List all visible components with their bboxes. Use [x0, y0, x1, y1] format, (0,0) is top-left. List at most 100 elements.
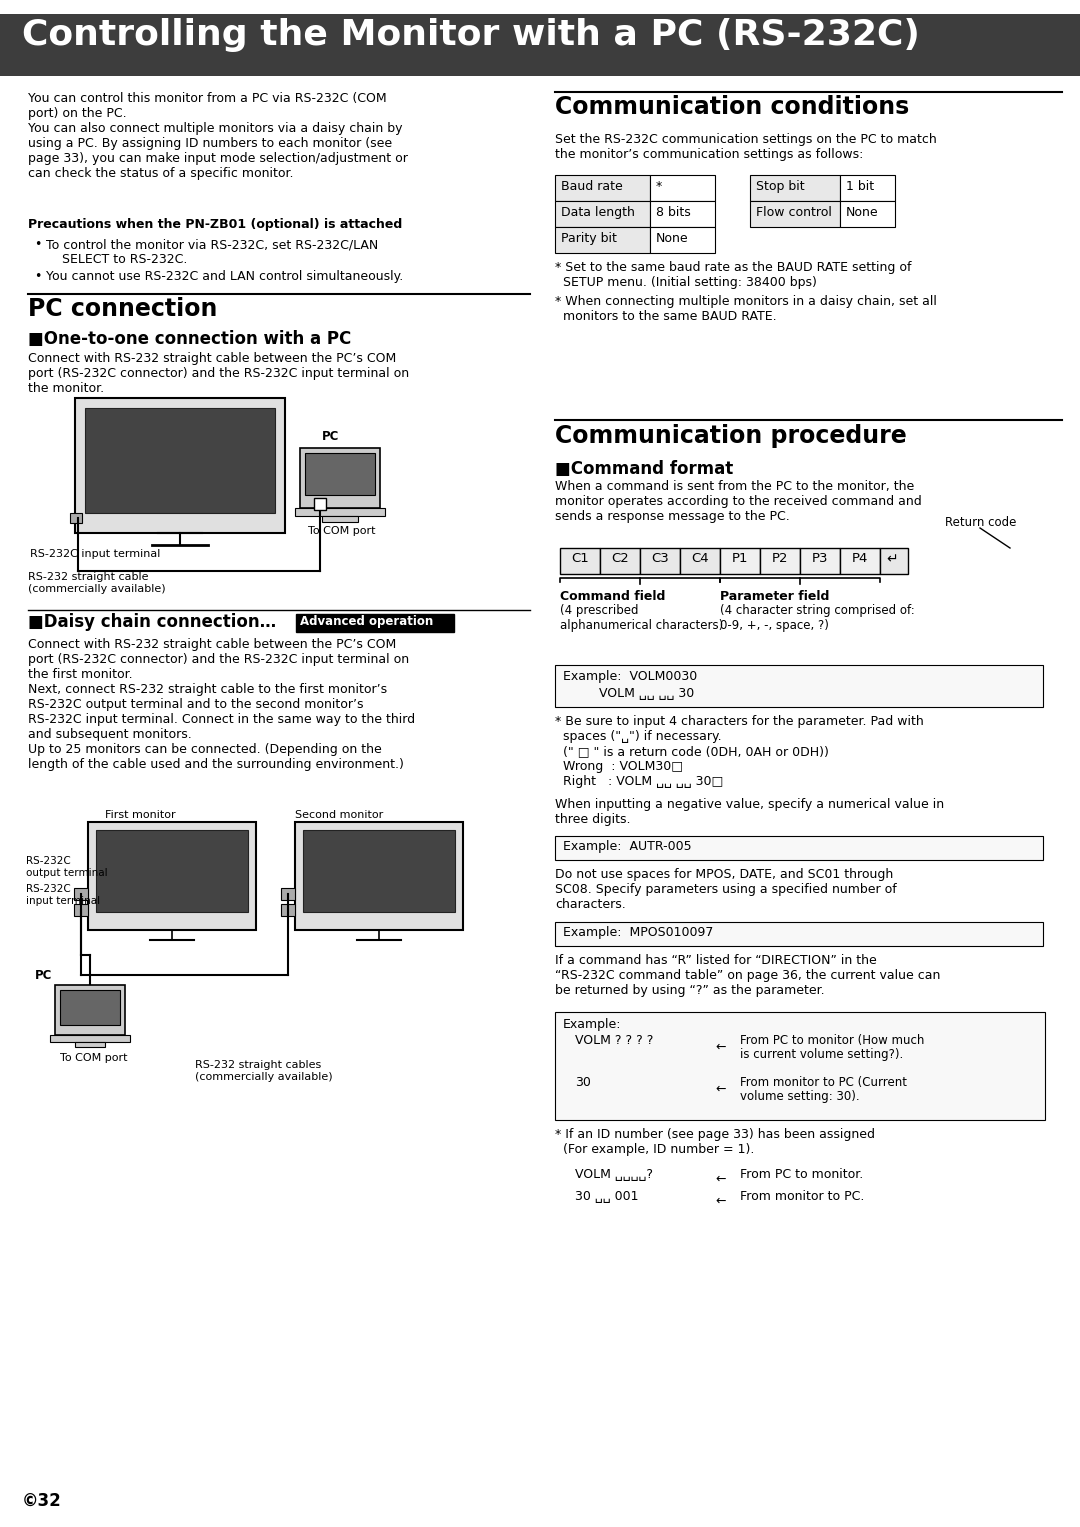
Text: Do not use spaces for MPOS, DATE, and SC01 through
SC08. Specify parameters usin: Do not use spaces for MPOS, DATE, and SC… [555, 867, 896, 912]
Text: To control the monitor via RS-232C, set RS-232C/LAN: To control the monitor via RS-232C, set … [46, 238, 378, 250]
Text: Example:: Example: [563, 1019, 621, 1031]
Text: Example:  MPOS010097: Example: MPOS010097 [563, 925, 714, 939]
Text: None: None [656, 232, 689, 244]
Bar [75, 904, 87, 916]
Bar [800, 548, 840, 574]
Text: ■Command format: ■Command format [555, 460, 733, 478]
Text: VOLM ␣␣ ␣␣ 30: VOLM ␣␣ ␣␣ 30 [563, 687, 694, 699]
Text: When inputting a negative value, specify a numerical value in
three digits.: When inputting a negative value, specify… [555, 799, 944, 826]
Bar [0, 14, 1080, 76]
Text: ■Daisy chain connection…: ■Daisy chain connection… [28, 612, 276, 631]
Text: (4 prescribed
alphanumerical characters): (4 prescribed alphanumerical characters) [561, 605, 724, 632]
Bar [840, 176, 895, 202]
Bar [600, 548, 640, 574]
Bar [555, 835, 1043, 860]
Text: When a command is sent from the PC to the monitor, the
monitor operates accordin: When a command is sent from the PC to th… [555, 479, 921, 524]
Text: is current volume setting?).: is current volume setting?). [740, 1048, 903, 1061]
Bar [720, 548, 760, 574]
Text: (4 character string comprised of:
0-9, +, -, space, ?): (4 character string comprised of: 0-9, +… [720, 605, 915, 632]
Text: spaces ("␣") if necessary.: spaces ("␣") if necessary. [555, 730, 721, 744]
Text: Second monitor: Second monitor [295, 809, 383, 820]
Bar [305, 454, 375, 495]
Text: You can control this monitor from a PC via RS-232C (COM
port) on the PC.
You can: You can control this monitor from a PC v… [28, 92, 408, 180]
Bar [295, 822, 463, 930]
Bar [750, 176, 840, 202]
Text: Controlling the Monitor with a PC (RS-232C): Controlling the Monitor with a PC (RS-23… [22, 18, 920, 52]
Text: Flow control: Flow control [756, 206, 832, 218]
Bar [760, 548, 800, 574]
Text: RS-232 straight cables
(commercially available): RS-232 straight cables (commercially ava… [195, 1060, 333, 1081]
Text: Parity bit: Parity bit [561, 232, 617, 244]
Text: VOLM ␣␣␣␣?: VOLM ␣␣␣␣? [575, 1168, 653, 1180]
Bar [50, 1035, 130, 1041]
Text: ←: ← [715, 1196, 726, 1208]
Text: P4: P4 [852, 551, 868, 565]
Bar [87, 822, 256, 930]
Text: volume setting: 30).: volume setting: 30). [740, 1090, 860, 1102]
Text: Right   : VOLM ␣␣ ␣␣ 30□: Right : VOLM ␣␣ ␣␣ 30□ [555, 776, 724, 788]
Text: Command field: Command field [561, 589, 665, 603]
Text: To COM port: To COM port [60, 1054, 127, 1063]
Text: ↵: ↵ [886, 551, 897, 567]
Text: PC: PC [35, 970, 52, 982]
Text: * Set to the same baud rate as the BAUD RATE setting of
  SETUP menu. (Initial s: * Set to the same baud rate as the BAUD … [555, 261, 912, 289]
Bar [555, 922, 1043, 947]
Text: C1: C1 [571, 551, 589, 565]
Bar [555, 176, 650, 202]
Text: P2: P2 [772, 551, 788, 565]
Text: •: • [33, 270, 41, 282]
Text: If a command has “R” listed for “DIRECTION” in the
“RS-232C command table” on pa: If a command has “R” listed for “DIRECTI… [555, 954, 941, 997]
Bar [96, 831, 248, 912]
Bar [75, 399, 285, 533]
Text: C3: C3 [651, 551, 669, 565]
Bar [70, 513, 82, 524]
Text: P1: P1 [732, 551, 748, 565]
Bar [650, 202, 715, 228]
Text: * Be sure to input 4 characters for the parameter. Pad with: * Be sure to input 4 characters for the … [555, 715, 923, 728]
Text: C4: C4 [691, 551, 708, 565]
Text: Data length: Data length [561, 206, 635, 218]
Text: Connect with RS-232 straight cable between the PC’s COM
port (RS-232C connector): Connect with RS-232 straight cable betwe… [28, 638, 415, 771]
Text: You cannot use RS-232C and LAN control simultaneously.: You cannot use RS-232C and LAN control s… [46, 270, 403, 282]
Text: From monitor to PC (Current: From monitor to PC (Current [740, 1077, 907, 1089]
Text: From monitor to PC.: From monitor to PC. [740, 1190, 864, 1203]
Bar [295, 508, 384, 516]
Text: P3: P3 [812, 551, 828, 565]
Bar [840, 202, 895, 228]
Text: ←: ← [715, 1173, 726, 1186]
Text: Communication procedure: Communication procedure [555, 425, 907, 447]
Bar [303, 831, 455, 912]
Bar [555, 228, 650, 253]
Text: Example:  AUTR-005: Example: AUTR-005 [563, 840, 691, 854]
Bar [322, 516, 357, 522]
Bar [750, 202, 840, 228]
Text: Return code: Return code [945, 516, 1016, 528]
Bar [314, 498, 326, 510]
Text: Wrong  : VOLM30□: Wrong : VOLM30□ [555, 760, 683, 773]
Bar [650, 176, 715, 202]
Bar [75, 1041, 105, 1048]
Text: ←: ← [715, 1041, 726, 1054]
Text: 30: 30 [575, 1077, 591, 1089]
Bar [555, 202, 650, 228]
Bar [680, 548, 720, 574]
Text: Baud rate: Baud rate [561, 180, 623, 192]
Text: RS-232 straight cable
(commercially available): RS-232 straight cable (commercially avai… [28, 573, 165, 594]
Bar [640, 548, 680, 574]
Text: ←: ← [715, 1083, 726, 1096]
Bar [300, 447, 380, 508]
Text: RS-232C
input terminal: RS-232C input terminal [26, 884, 100, 906]
Bar [880, 548, 908, 574]
Bar [281, 904, 295, 916]
Text: ©32: ©32 [22, 1492, 62, 1510]
Text: * If an ID number (see page 33) has been assigned
  (For example, ID number = 1): * If an ID number (see page 33) has been… [555, 1128, 875, 1156]
Bar [55, 985, 125, 1035]
Bar [555, 1012, 1045, 1119]
Text: VOLM ? ? ? ?: VOLM ? ? ? ? [575, 1034, 653, 1048]
Text: To COM port: To COM port [308, 525, 376, 536]
Text: (" □ " is a return code (0DH, 0AH or 0DH)): (" □ " is a return code (0DH, 0AH or 0DH… [555, 745, 828, 757]
Bar [561, 548, 600, 574]
Text: From PC to monitor.: From PC to monitor. [740, 1168, 863, 1180]
Bar [650, 228, 715, 253]
Text: First monitor: First monitor [105, 809, 176, 820]
